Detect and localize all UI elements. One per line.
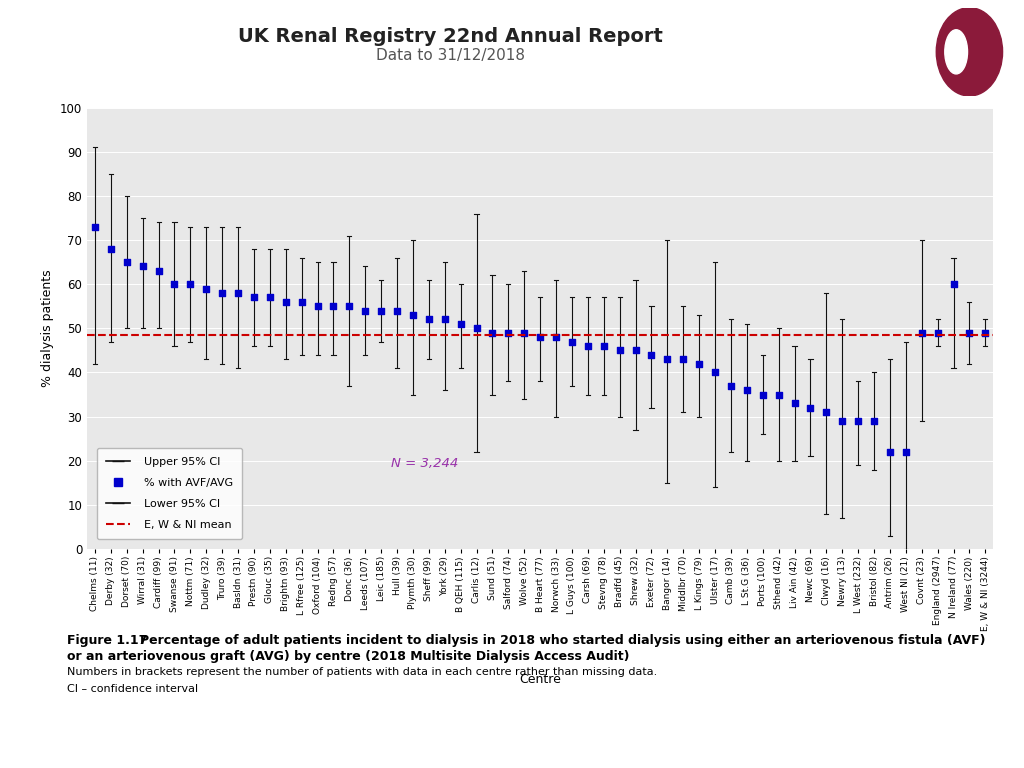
Text: Data to 31/12/2018: Data to 31/12/2018 <box>376 48 525 63</box>
Point <box>246 291 262 303</box>
Point <box>675 353 691 366</box>
Legend: Upper 95% CI, % with AVF/AVG, Lower 95% CI, E, W & NI mean: Upper 95% CI, % with AVF/AVG, Lower 95% … <box>97 448 242 539</box>
Point <box>278 296 294 308</box>
Point <box>930 326 946 339</box>
Point <box>786 397 803 409</box>
Point <box>309 300 326 313</box>
Point <box>802 402 818 414</box>
Point <box>532 331 549 343</box>
Point <box>611 344 628 356</box>
Point <box>564 336 581 348</box>
Point <box>850 415 866 427</box>
Point <box>548 331 564 343</box>
Point <box>421 313 437 326</box>
Text: UK Renal Registry 22nd Annual Report: UK Renal Registry 22nd Annual Report <box>239 27 663 46</box>
Point <box>500 326 516 339</box>
Point <box>913 326 930 339</box>
Point <box>962 326 978 339</box>
Point <box>643 349 659 361</box>
Point <box>404 309 421 321</box>
Point <box>659 353 676 366</box>
Ellipse shape <box>936 8 1002 96</box>
Point <box>357 305 374 317</box>
Point <box>628 344 644 356</box>
Point <box>198 283 214 295</box>
Point <box>755 389 771 401</box>
Point <box>770 389 786 401</box>
Point <box>691 358 708 370</box>
Point <box>468 323 484 335</box>
Point <box>580 340 596 353</box>
Point <box>214 287 230 300</box>
Point <box>102 243 119 255</box>
Point <box>898 445 914 458</box>
Y-axis label: % dialysis patients: % dialysis patients <box>41 270 54 387</box>
Text: N = 3,244: N = 3,244 <box>390 456 458 469</box>
Point <box>294 296 310 308</box>
Point <box>596 340 612 353</box>
Point <box>738 384 755 396</box>
Point <box>151 265 167 277</box>
Point <box>389 305 406 317</box>
Point <box>516 326 532 339</box>
Point <box>166 278 182 290</box>
Point <box>373 305 389 317</box>
Text: Percentage of adult patients incident to dialysis in 2018 who started dialysis u: Percentage of adult patients incident to… <box>140 634 986 647</box>
Point <box>834 415 850 427</box>
Text: Figure 1.17: Figure 1.17 <box>67 634 152 647</box>
Point <box>484 326 501 339</box>
Point <box>453 318 469 330</box>
Point <box>87 220 103 233</box>
Point <box>707 366 723 379</box>
Ellipse shape <box>945 30 968 74</box>
Point <box>866 415 883 427</box>
Text: or an arteriovenous graft (AVG) by centre (2018 Multisite Dialysis Access Audit): or an arteriovenous graft (AVG) by centr… <box>67 650 629 664</box>
Point <box>262 291 279 303</box>
Point <box>134 260 151 273</box>
X-axis label: Centre: Centre <box>519 673 561 686</box>
Point <box>882 445 898 458</box>
Point <box>977 326 993 339</box>
Point <box>182 278 199 290</box>
Point <box>119 256 135 268</box>
Point <box>818 406 835 419</box>
Text: CI – confidence interval: CI – confidence interval <box>67 684 198 694</box>
Point <box>436 313 453 326</box>
Point <box>341 300 357 313</box>
Point <box>945 278 962 290</box>
Text: Numbers in brackets represent the number of patients with data in each centre ra: Numbers in brackets represent the number… <box>67 667 656 677</box>
Point <box>326 300 342 313</box>
Point <box>229 287 247 300</box>
Point <box>723 379 739 392</box>
